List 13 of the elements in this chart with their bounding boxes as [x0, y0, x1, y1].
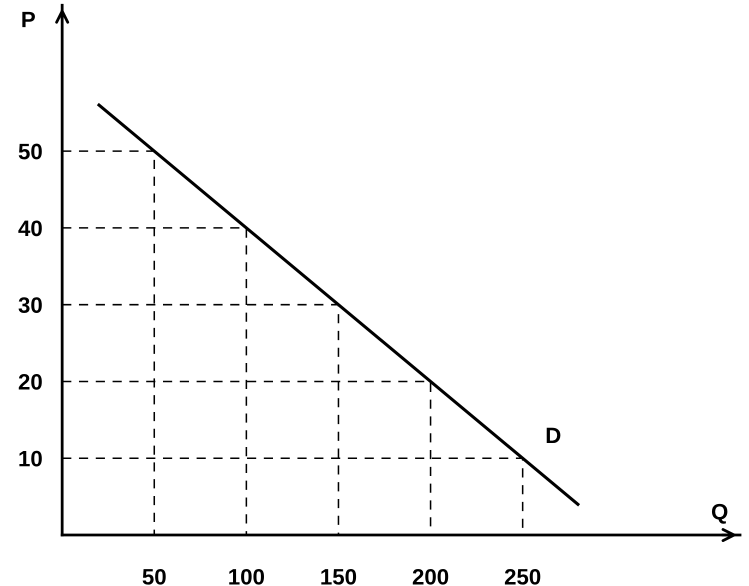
x-axis-title: Q — [712, 504, 728, 524]
x-tick-label: 50 — [142, 568, 166, 585]
x-tick-label: 150 — [321, 568, 356, 585]
y-tick-label: 10 — [19, 450, 42, 467]
y-tick-label: 30 — [18, 297, 42, 313]
y-tick-label: 40 — [18, 220, 42, 236]
y-tick-label: 20 — [18, 374, 42, 390]
annotation: D — [546, 428, 560, 444]
y-axis-title: P — [22, 12, 35, 28]
x-tick-label: 250 — [504, 568, 540, 585]
x-tick-label: 200 — [412, 568, 448, 585]
y-tick-label: 50 — [18, 144, 42, 160]
x-tick-label: 100 — [229, 568, 264, 585]
